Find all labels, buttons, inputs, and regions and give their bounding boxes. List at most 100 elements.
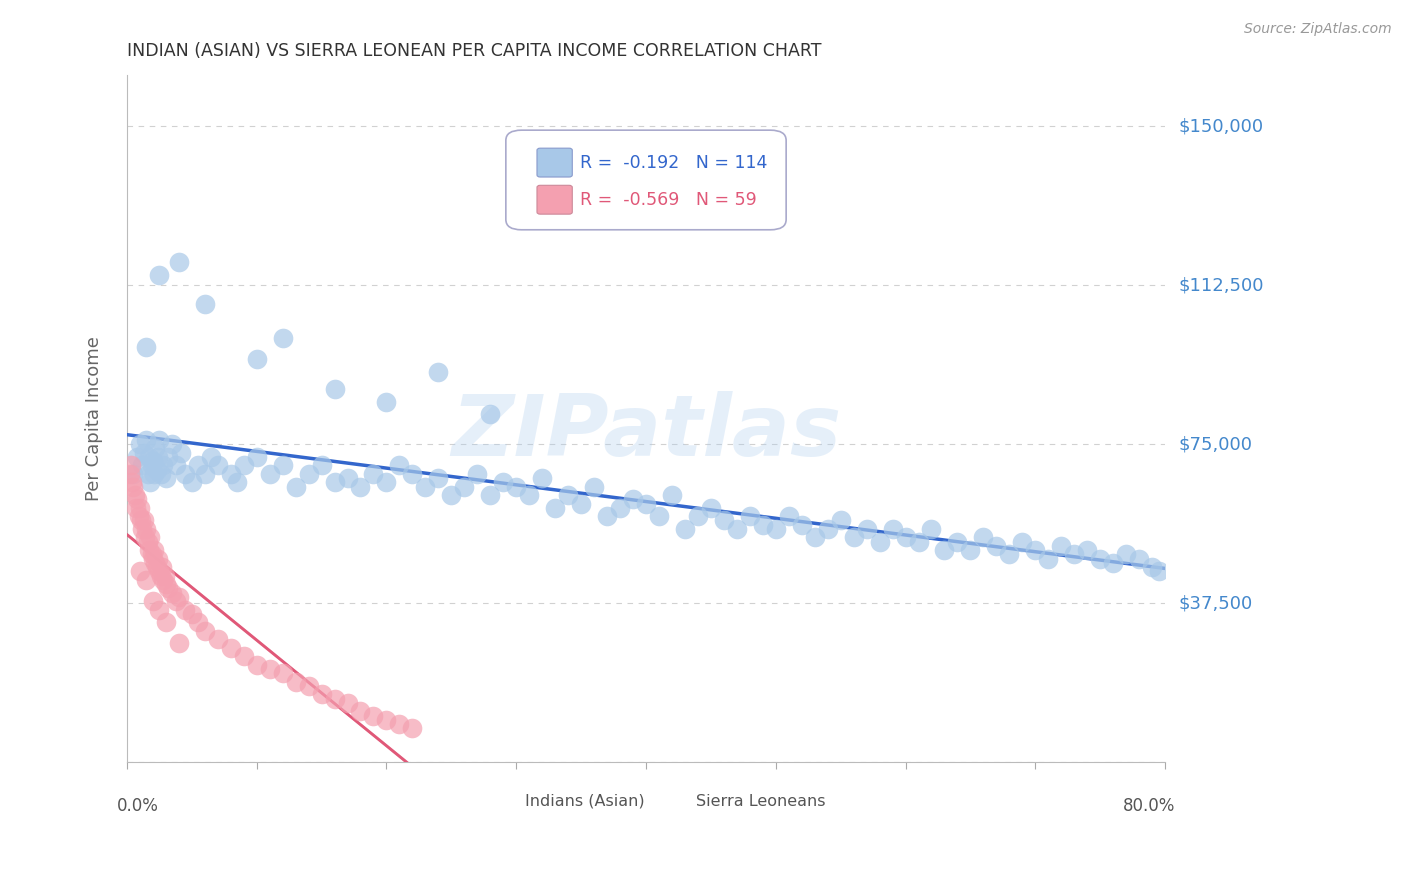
Point — [232, 649, 254, 664]
Point — [125, 500, 148, 515]
Point — [505, 479, 527, 493]
Point — [127, 450, 149, 464]
Point — [146, 551, 169, 566]
Point — [128, 509, 150, 524]
Point — [170, 445, 193, 459]
Point — [725, 522, 748, 536]
FancyBboxPatch shape — [537, 148, 572, 177]
Point — [311, 687, 333, 701]
Point — [1050, 539, 1073, 553]
Point — [155, 615, 177, 630]
Point — [1115, 548, 1137, 562]
Point — [153, 568, 176, 582]
Point — [148, 602, 170, 616]
Point — [246, 352, 269, 367]
Point — [907, 534, 929, 549]
Point — [148, 268, 170, 282]
Point — [128, 437, 150, 451]
Point — [157, 450, 180, 464]
Point — [323, 382, 346, 396]
Point — [207, 458, 229, 473]
Point — [972, 531, 994, 545]
Point — [146, 450, 169, 464]
Point — [349, 704, 371, 718]
Point — [284, 674, 307, 689]
Point — [323, 691, 346, 706]
Point — [713, 514, 735, 528]
Point — [124, 488, 146, 502]
Point — [157, 582, 180, 596]
Point — [401, 721, 423, 735]
Point — [1147, 565, 1170, 579]
Point — [738, 509, 761, 524]
Point — [219, 640, 242, 655]
Point — [167, 636, 190, 650]
FancyBboxPatch shape — [537, 186, 572, 214]
Point — [765, 522, 787, 536]
Point — [855, 522, 877, 536]
Point — [155, 471, 177, 485]
Text: 0.0%: 0.0% — [117, 797, 159, 814]
FancyBboxPatch shape — [492, 789, 522, 814]
Point — [492, 475, 515, 490]
Point — [297, 679, 319, 693]
Text: Sierra Leoneans: Sierra Leoneans — [696, 794, 825, 809]
Point — [149, 467, 172, 481]
Point — [232, 458, 254, 473]
Point — [752, 517, 775, 532]
Point — [1011, 534, 1033, 549]
Y-axis label: Per Capita Income: Per Capita Income — [86, 336, 103, 501]
Point — [142, 551, 165, 566]
Point — [375, 475, 398, 490]
Point — [790, 517, 813, 532]
Point — [246, 657, 269, 672]
Point — [118, 467, 141, 481]
FancyBboxPatch shape — [506, 130, 786, 230]
Point — [323, 475, 346, 490]
Point — [921, 522, 943, 536]
Point — [135, 340, 157, 354]
Text: $150,000: $150,000 — [1180, 117, 1264, 135]
Point — [122, 479, 145, 493]
Point — [673, 522, 696, 536]
Point — [336, 696, 359, 710]
Point — [946, 534, 969, 549]
Point — [648, 509, 671, 524]
Point — [165, 458, 187, 473]
Point — [145, 442, 167, 456]
Point — [363, 708, 385, 723]
Point — [934, 543, 956, 558]
Point — [817, 522, 839, 536]
Point — [120, 458, 142, 473]
Point — [134, 531, 156, 545]
Point — [136, 534, 159, 549]
Point — [135, 522, 157, 536]
Point — [129, 514, 152, 528]
Point — [1128, 551, 1150, 566]
Point — [479, 408, 502, 422]
Point — [141, 548, 163, 562]
Point — [148, 565, 170, 579]
Point — [128, 500, 150, 515]
Point — [219, 467, 242, 481]
Point — [998, 548, 1021, 562]
Point — [174, 602, 197, 616]
Point — [634, 496, 657, 510]
Point — [1102, 556, 1125, 570]
Point — [138, 543, 160, 558]
Text: Source: ZipAtlas.com: Source: ZipAtlas.com — [1244, 22, 1392, 37]
Point — [139, 475, 162, 490]
Point — [127, 492, 149, 507]
Point — [145, 462, 167, 476]
Point — [136, 467, 159, 481]
Point — [440, 488, 463, 502]
Point — [131, 458, 153, 473]
Point — [986, 539, 1008, 553]
Point — [1063, 548, 1085, 562]
Text: $112,500: $112,500 — [1180, 277, 1264, 294]
Point — [138, 450, 160, 464]
Point — [1038, 551, 1060, 566]
Point — [959, 543, 981, 558]
Point — [284, 479, 307, 493]
Text: ZIPatlas: ZIPatlas — [451, 391, 841, 474]
